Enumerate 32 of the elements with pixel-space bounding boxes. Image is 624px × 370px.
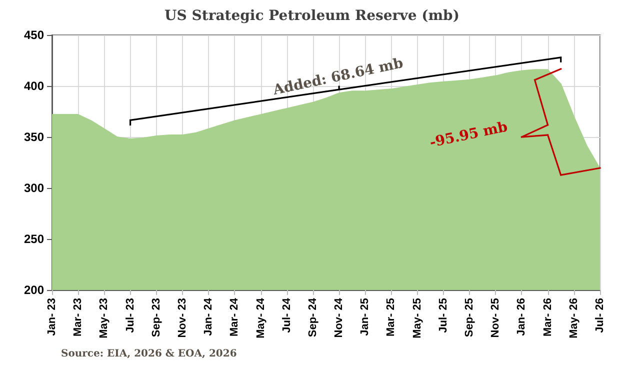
x-tick-label: Mar- 26 — [542, 298, 554, 337]
y-tick-label: 400 — [24, 79, 44, 93]
x-tick-label: Jul- 23 — [124, 298, 136, 333]
x-tick-label: May- 26 — [568, 298, 580, 338]
x-tick-label: Jan- 26 — [516, 298, 528, 336]
x-tick-label: Jan- 24 — [202, 297, 215, 336]
x-tick-label: Sep- 24 — [306, 297, 319, 338]
x-tick-label: Nov- 24 — [333, 297, 346, 338]
y-tick-label: 300 — [24, 181, 44, 195]
x-tick-label: Jul- 24 — [280, 297, 293, 333]
y-tick-label: 350 — [24, 130, 44, 144]
chart-title: US Strategic Petroleum Reserve (mb) — [164, 8, 460, 24]
y-tick-label: 450 — [24, 28, 44, 42]
x-tick-label: Mar- 25 — [385, 298, 398, 337]
x-tick-label: Mar- 24 — [228, 297, 241, 337]
y-tick-label: 250 — [24, 232, 44, 246]
x-tick-label: Nov- 25 — [490, 298, 502, 338]
x-tick-label: Jul- 25 — [437, 298, 450, 333]
x-tick-label: Sep- 25 — [464, 298, 476, 338]
x-tick-label: Sep- 23 — [150, 298, 162, 338]
x-tick-label: May- 24 — [254, 297, 267, 338]
x-tick-label: Jul- 26 — [594, 298, 606, 333]
x-tick-label: Mar- 23 — [72, 298, 84, 337]
annotation: Added: 68.64 mb — [270, 55, 405, 99]
x-tick-label: Jan- 25 — [359, 298, 372, 336]
x-tick-label: May- 23 — [98, 298, 110, 338]
annotation: -95.95 mb — [428, 119, 510, 152]
x-tick-label: Nov- 23 — [176, 298, 188, 338]
x-tick-label: Jan- 23 — [46, 298, 58, 336]
x-tick-label: May- 25 — [411, 298, 424, 338]
y-tick-label: 200 — [24, 283, 44, 297]
source-note: Source: EIA, 2026 & EOA, 2026 — [61, 348, 237, 360]
